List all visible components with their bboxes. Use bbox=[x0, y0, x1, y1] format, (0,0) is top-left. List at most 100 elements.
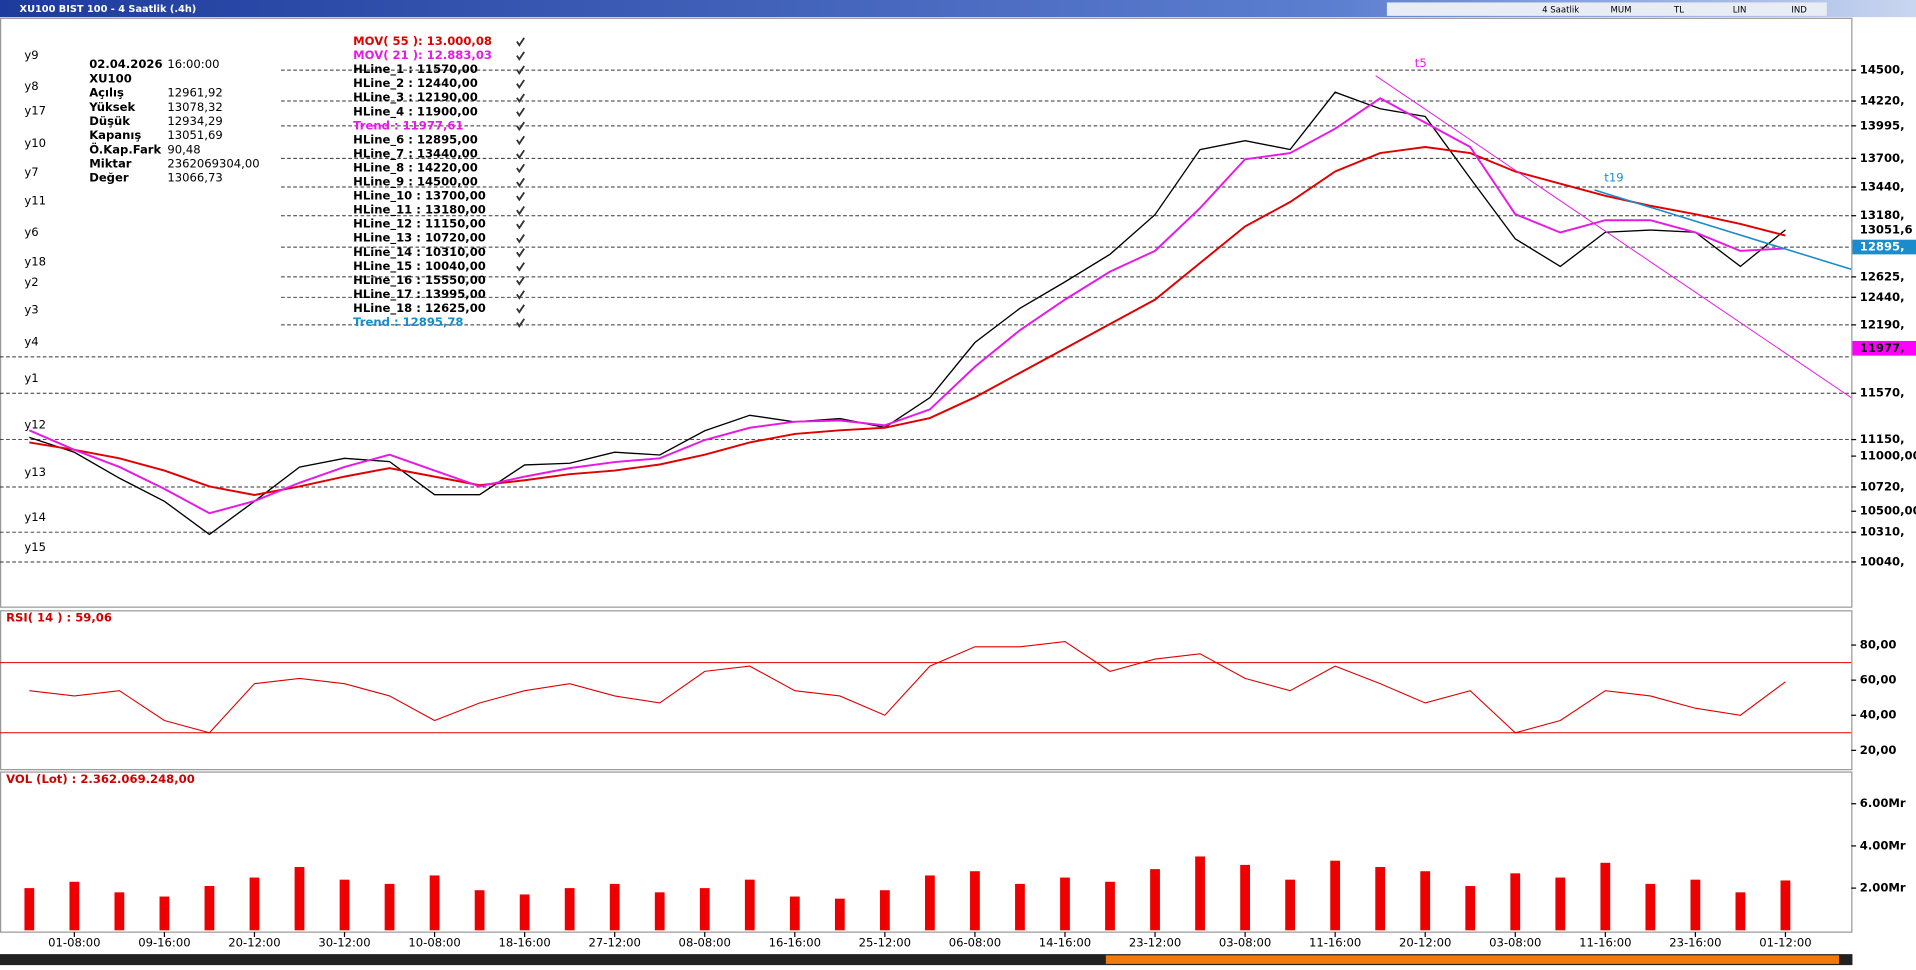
toolbar-item[interactable]: 4 Saatlik bbox=[1542, 5, 1579, 15]
info-value: 12934,29 bbox=[167, 114, 222, 128]
volume-bar bbox=[1060, 877, 1070, 931]
x-tick-label: 11-16:00 bbox=[1309, 936, 1361, 950]
legend-check bbox=[516, 318, 525, 328]
moving-average bbox=[28, 97, 1786, 515]
legend-entry: HLine_17 : 13995,00 bbox=[353, 287, 486, 302]
legend-check bbox=[516, 248, 525, 258]
legend-check bbox=[516, 121, 525, 132]
y-tick-label: 60,00 bbox=[1860, 673, 1897, 687]
info-label: Miktar bbox=[89, 156, 132, 170]
info-label: Değer bbox=[89, 171, 129, 185]
h-line-label: y1 bbox=[24, 371, 38, 385]
volume-bar bbox=[1240, 864, 1250, 931]
x-tick-label: 01-08:00 bbox=[48, 936, 100, 950]
legend-entry: HLine_12 : 11150,00 bbox=[353, 217, 486, 232]
x-tick-label: 10-08:00 bbox=[408, 936, 460, 950]
h-line-label: y13 bbox=[24, 465, 46, 479]
volume-bar bbox=[69, 881, 80, 931]
volume-bar bbox=[970, 871, 980, 931]
scrollbar-thumb[interactable] bbox=[1105, 955, 1840, 964]
legend-check bbox=[516, 191, 525, 202]
toolbar bbox=[1386, 2, 1827, 16]
price-tag bbox=[1852, 239, 1916, 255]
info-label: Düşük bbox=[89, 114, 130, 128]
y-tick-label: 4.00Mr bbox=[1860, 838, 1906, 852]
legend-entry: Trend : 12895,78 bbox=[353, 315, 463, 329]
legend-check bbox=[516, 65, 525, 75]
volume-bar bbox=[1330, 860, 1341, 931]
legend-check bbox=[516, 93, 525, 104]
info-value: 16:00:00 bbox=[167, 57, 219, 71]
toolbar-item[interactable]: TL bbox=[1673, 5, 1684, 15]
legend-check bbox=[516, 51, 525, 61]
legend-entry: HLine_8 : 14220,00 bbox=[353, 160, 478, 175]
toolbar-item[interactable]: IND bbox=[1791, 5, 1807, 15]
price-tag bbox=[1852, 340, 1916, 356]
y-tick-label: 13180, bbox=[1860, 208, 1905, 222]
toolbar-item[interactable]: LIN bbox=[1733, 5, 1747, 15]
x-tick-label: 23-16:00 bbox=[1669, 936, 1721, 950]
x-tick-label: 25-12:00 bbox=[859, 936, 911, 950]
h-line-label: y6 bbox=[24, 225, 38, 239]
volume-panel bbox=[0, 771, 1853, 933]
volume-bar bbox=[249, 877, 260, 931]
y-tick-label: 13700, bbox=[1860, 151, 1905, 165]
legend-check bbox=[516, 163, 525, 174]
x-tick-label: 16-16:00 bbox=[769, 936, 821, 950]
legend-entry: HLine_14 : 10310,00 bbox=[353, 245, 486, 260]
toolbar-item[interactable]: MUM bbox=[1611, 5, 1632, 15]
x-tick-label: 09-16:00 bbox=[138, 936, 190, 950]
y-tick-label: 14500, bbox=[1860, 63, 1905, 77]
legend-check bbox=[516, 234, 525, 244]
volume-bar bbox=[474, 890, 485, 931]
volume-bar bbox=[114, 892, 125, 931]
y-tick-label: 13995, bbox=[1860, 118, 1905, 132]
legend-entry: HLine_9 : 14500,00 bbox=[353, 175, 478, 190]
price-tag bbox=[1852, 222, 1916, 238]
volume-bar bbox=[1510, 873, 1521, 931]
h-line-label: y4 bbox=[24, 335, 38, 349]
h-line-label: y18 bbox=[24, 255, 46, 269]
volume-bar bbox=[1735, 892, 1746, 931]
x-tick-label: 11-16:00 bbox=[1579, 936, 1631, 950]
volume-bar bbox=[564, 888, 575, 931]
h-line-label: y12 bbox=[24, 417, 46, 431]
y-tick-label: 40,00 bbox=[1860, 708, 1897, 722]
window-title: XU100 BIST 100 - 4 Saatlik (.4h) bbox=[20, 4, 197, 15]
legend-check bbox=[516, 220, 525, 230]
legend-entry: HLine_7 : 13440,00 bbox=[353, 146, 478, 161]
trend-line bbox=[1594, 189, 1852, 271]
legend-check bbox=[516, 135, 525, 146]
y-tick-label: 80,00 bbox=[1860, 638, 1897, 652]
legend-check bbox=[516, 304, 525, 314]
price-tag-label: 12895, bbox=[1860, 240, 1905, 254]
volume-bar bbox=[834, 898, 845, 931]
x-tick-label: 30-12:00 bbox=[318, 936, 370, 950]
volume-bar bbox=[1600, 862, 1611, 931]
y-tick-label: 20,00 bbox=[1860, 743, 1897, 757]
volume-bar bbox=[1150, 869, 1160, 931]
h-line-label: y11 bbox=[24, 194, 46, 208]
h-line-label: y3 bbox=[24, 303, 38, 317]
volume-bar bbox=[339, 879, 350, 931]
legend-check bbox=[516, 79, 525, 90]
legend-entry: HLine_3 : 12190,00 bbox=[353, 90, 478, 105]
legend-entry: HLine_1 : 11570,00 bbox=[353, 62, 478, 77]
x-tick-label: 06-08:00 bbox=[949, 936, 1001, 950]
volume-bar bbox=[204, 885, 215, 931]
info-value: 13051,69 bbox=[167, 128, 222, 142]
legend-entry: MOV( 21 ): 12.883,03 bbox=[353, 48, 492, 62]
y-tick-label: 12625, bbox=[1860, 269, 1905, 283]
volume-bar bbox=[1780, 880, 1791, 931]
scrollbar[interactable] bbox=[0, 954, 1853, 966]
x-tick-label: 18-16:00 bbox=[498, 936, 550, 950]
y-tick-label: 10500,00 bbox=[1860, 504, 1916, 518]
h-line-label: y9 bbox=[24, 48, 38, 62]
volume-bar bbox=[789, 896, 800, 931]
y-tick-label: 11000,00 bbox=[1860, 449, 1916, 463]
legend-entry: MOV( 55 ): 13.000,08 bbox=[353, 34, 492, 48]
y-tick-label: 12440, bbox=[1860, 290, 1905, 304]
volume-bar bbox=[925, 875, 935, 931]
volume-bar bbox=[654, 892, 665, 931]
